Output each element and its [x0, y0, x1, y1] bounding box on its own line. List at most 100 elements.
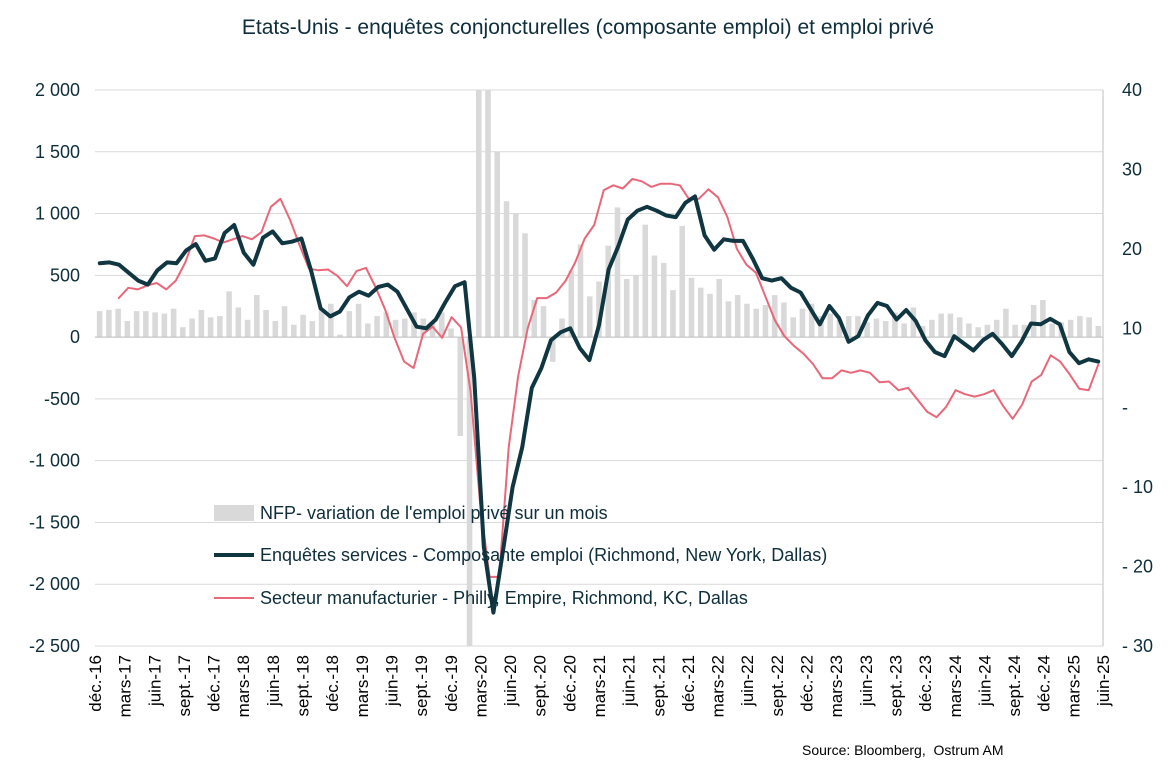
nfp-bar [586, 296, 593, 338]
nfp-bar [623, 279, 630, 338]
x-axis-tick-label: juin-21 [620, 655, 639, 707]
nfp-bar [281, 306, 288, 338]
right-axis-tick-label: - 30 [1122, 636, 1153, 656]
x-axis-tick-label: mars-18 [234, 655, 253, 717]
left-axis-tick-label: 1 500 [35, 142, 80, 162]
nfp-bar [1077, 316, 1083, 338]
nfp-bar [1086, 317, 1092, 338]
nfp-bar [1021, 324, 1028, 338]
nfp-bar [670, 290, 676, 338]
x-axis-tick-label: déc.-21 [679, 655, 698, 712]
nfp-bar [614, 207, 621, 338]
legend-item-nfp: NFP- variation de l'emploi privé sur un … [260, 503, 608, 523]
nfp-bar [522, 233, 528, 338]
chart-title: Etats-Unis - enquêtes conjoncturelles (c… [241, 16, 935, 39]
manufacturing-line [117, 178, 1100, 578]
nfp-bar [873, 318, 880, 338]
nfp-bar [688, 277, 695, 338]
left-axis-tick-label: -2 000 [29, 574, 80, 594]
nfp-bar [596, 281, 602, 338]
nfp-bar [864, 322, 870, 338]
nfp-bar [254, 295, 260, 338]
right-axis-tick-label: 20 [1122, 239, 1142, 259]
nfp-bar [124, 321, 131, 338]
nfp-bar [725, 301, 732, 338]
x-axis-tick-label: sept.-22 [768, 655, 787, 716]
nfp-bar [152, 312, 158, 338]
nfp-bar [189, 318, 195, 338]
x-axis-tick-label: déc.-22 [798, 655, 817, 712]
legend: NFP- variation de l'emploi privé sur un … [214, 503, 827, 608]
nfp-bar [799, 308, 806, 338]
nfp-bar [559, 318, 565, 338]
nfp-bar [143, 311, 149, 338]
nfp-bar [660, 262, 667, 338]
x-axis-tick-label: juin-23 [857, 655, 876, 707]
services-line [97, 194, 1101, 615]
nfp-bar [734, 295, 741, 338]
nfp-bar [106, 309, 112, 338]
nfp-bar [818, 316, 824, 338]
nfp-bar [1095, 325, 1102, 338]
nfp-bar [180, 327, 186, 338]
nfp-bar [512, 213, 519, 338]
nfp-bar [1003, 308, 1009, 338]
x-axis-tick-label: juin-18 [264, 655, 283, 707]
x-axis-tick-label: déc.-19 [442, 655, 461, 712]
x-axis-tick-label: mars-21 [590, 655, 609, 717]
x-axis-tick-label: sept.-20 [531, 655, 550, 716]
nfp-bar [226, 291, 232, 338]
x-axis-tick-label: sept.-18 [294, 655, 313, 716]
left-axis-tick-label: 1 000 [35, 204, 80, 224]
x-axis-tick-label: mars-24 [946, 655, 965, 717]
nfp-bar [975, 327, 981, 338]
x-axis-tick-label: mars-17 [116, 655, 135, 717]
right-axis-tick-label: - 10 [1122, 477, 1153, 497]
line-series [97, 178, 1101, 615]
nfp-bar [318, 308, 325, 338]
nfp-bar [605, 245, 612, 338]
x-axis-tick-label: mars-20 [471, 655, 490, 717]
nfp-bar [115, 308, 121, 338]
x-axis-tick-label: juin-24 [975, 655, 994, 707]
left-axis-tick-label: 500 [50, 265, 80, 285]
nfp-bar [448, 328, 454, 338]
left-axis-tick-label: 0 [70, 327, 80, 347]
x-axis-tick-label: sept.-24 [1005, 655, 1024, 716]
nfp-bar [744, 303, 750, 338]
nfp-bar [291, 324, 297, 338]
nfp-bar [1049, 323, 1055, 338]
nfp-bar [845, 316, 852, 338]
nfp-bar [402, 318, 408, 338]
nfp-bar [882, 321, 889, 338]
nfp-bar [365, 323, 371, 338]
x-axis-tick-label: sept.-19 [412, 655, 431, 716]
nfp-bar [346, 311, 353, 338]
nfp-bar [355, 303, 362, 338]
bar-series [96, 90, 1102, 646]
nfp-bar [855, 316, 861, 338]
nfp-bar [337, 334, 343, 338]
nfp-bar [198, 309, 205, 338]
x-axis-tick-label: déc.-24 [1035, 655, 1054, 712]
nfp-bar [651, 255, 658, 338]
nfp-bar [984, 324, 991, 338]
x-axis-tick-label: mars-23 [827, 655, 846, 717]
left-axis-tick-label: -500 [44, 389, 80, 409]
nfp-bar [429, 322, 436, 338]
x-axis-tick-label: sept.-23 [887, 655, 906, 716]
nfp-bar [892, 312, 898, 338]
right-axis-tick-label: - 20 [1122, 557, 1153, 577]
nfp-bar [217, 316, 223, 338]
nfp-bar [96, 311, 103, 338]
nfp-bar [170, 308, 177, 338]
nfp-bar [577, 244, 584, 338]
nfp-bar [309, 321, 316, 338]
right-axis-tick-label: 40 [1122, 80, 1142, 100]
axes: 2 000 1 500 1 000 500 0 -500 -1 000 -1 500 -2 00… [29, 80, 1153, 717]
x-axis-tick-label: juin-20 [501, 655, 520, 707]
nfp-bar [956, 317, 963, 338]
nfp-bar [827, 313, 833, 338]
nfp-bar [929, 319, 935, 338]
nfp-bar [1067, 319, 1074, 338]
